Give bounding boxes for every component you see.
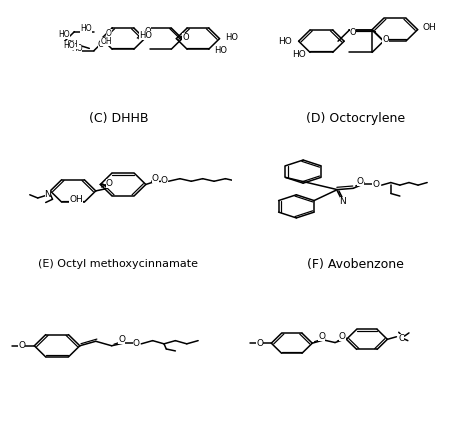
Text: O: O bbox=[383, 35, 389, 44]
Text: O: O bbox=[133, 339, 140, 347]
Text: OH: OH bbox=[70, 195, 83, 204]
Text: HO: HO bbox=[71, 44, 82, 53]
Text: O: O bbox=[319, 332, 325, 341]
Text: O: O bbox=[152, 174, 159, 183]
Text: (D) Octocrylene: (D) Octocrylene bbox=[306, 112, 405, 125]
Text: HO: HO bbox=[58, 30, 70, 39]
Text: O: O bbox=[18, 341, 25, 350]
Text: O: O bbox=[118, 335, 126, 344]
Text: O: O bbox=[106, 179, 113, 187]
Text: O: O bbox=[161, 176, 167, 185]
Text: OH: OH bbox=[422, 23, 436, 32]
Text: O: O bbox=[373, 180, 380, 189]
Text: O: O bbox=[98, 40, 104, 49]
Text: O: O bbox=[106, 29, 112, 38]
Text: HO: HO bbox=[225, 33, 238, 42]
Text: OH: OH bbox=[67, 39, 79, 48]
Text: HO: HO bbox=[139, 31, 152, 40]
Text: HO: HO bbox=[63, 41, 74, 50]
Text: HO: HO bbox=[80, 24, 91, 33]
Text: HO: HO bbox=[278, 37, 292, 46]
Text: O: O bbox=[256, 339, 264, 347]
Text: O: O bbox=[182, 33, 189, 42]
Text: N: N bbox=[339, 197, 346, 206]
Text: O: O bbox=[339, 332, 346, 341]
Text: (C) DHHB: (C) DHHB bbox=[89, 112, 148, 125]
Text: (F) Avobenzone: (F) Avobenzone bbox=[307, 258, 404, 271]
Text: HO: HO bbox=[292, 50, 305, 59]
Text: N: N bbox=[45, 190, 51, 199]
Text: OH: OH bbox=[100, 37, 112, 46]
Text: C: C bbox=[398, 334, 404, 342]
Text: O: O bbox=[349, 28, 356, 37]
Text: O: O bbox=[356, 177, 364, 186]
Text: HO: HO bbox=[214, 46, 228, 55]
Text: O: O bbox=[144, 27, 151, 36]
Text: (E) Octyl methoxycinnamate: (E) Octyl methoxycinnamate bbox=[38, 259, 199, 269]
